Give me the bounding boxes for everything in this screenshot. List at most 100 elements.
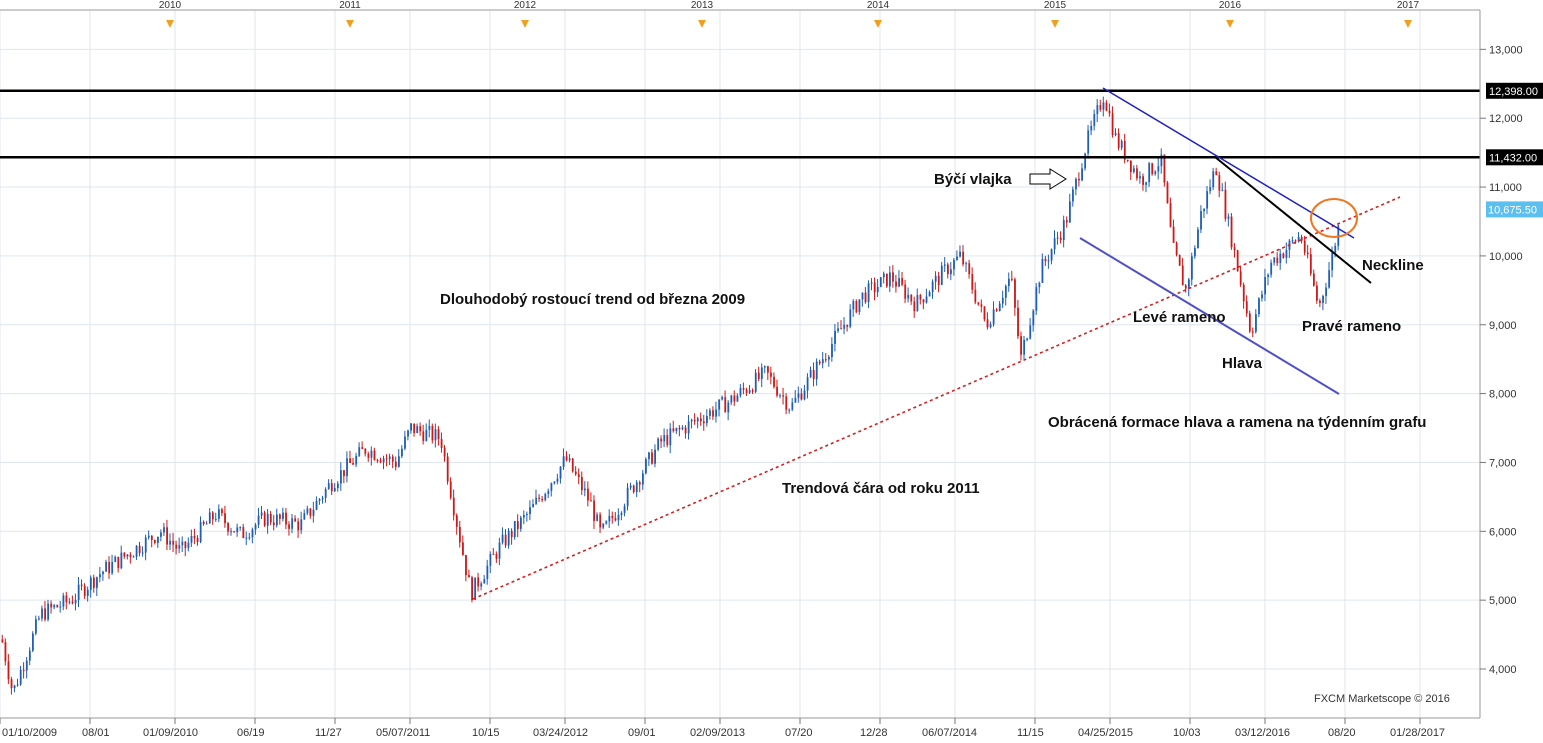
- candle-body-319: [974, 289, 977, 303]
- candle-body-290: [886, 273, 888, 287]
- candle-body-143: [437, 429, 440, 440]
- candle-body-85: [260, 512, 263, 516]
- candle-body-286: [873, 282, 876, 293]
- candle-body-430: [1313, 273, 1315, 286]
- candle-body-324: [989, 324, 992, 328]
- candle-body-201: [614, 518, 617, 521]
- candle-body-333: [1017, 307, 1019, 337]
- candle-body-177: [541, 498, 544, 501]
- candle-body-172: [526, 514, 528, 516]
- candle-body-418: [1276, 257, 1279, 264]
- candle-body-55: [169, 540, 172, 545]
- candle-body-411: [1255, 314, 1257, 332]
- candle-body-280: [855, 301, 858, 313]
- candle-body-253: [773, 376, 775, 387]
- year-label-4: 2014: [867, 0, 890, 11]
- candle-body-370: [1130, 160, 1132, 172]
- candle-body-414: [1264, 277, 1266, 295]
- candle-body-188: [574, 471, 577, 475]
- candle-body-118: [361, 447, 364, 449]
- candle-body-285: [870, 282, 873, 284]
- candle-body-43: [132, 556, 135, 558]
- candle-body-166: [507, 530, 510, 546]
- candle-body-17: [53, 605, 56, 608]
- candle-body-337: [1029, 325, 1032, 339]
- candle-body-395: [1206, 191, 1209, 209]
- candle-body-66: [202, 521, 205, 525]
- candle-body-73: [224, 513, 226, 524]
- candle-body-23: [71, 601, 74, 604]
- label-neckline: Neckline: [1362, 257, 1424, 274]
- candle-body-378: [1154, 171, 1157, 175]
- candle-body-372: [1136, 168, 1138, 179]
- candle-body-282: [861, 292, 864, 300]
- candle-body-399: [1218, 175, 1221, 191]
- candle-body-276: [843, 324, 846, 329]
- candle-body-106: [324, 489, 327, 498]
- candle-body-59: [181, 541, 184, 546]
- candle-body-381: [1163, 154, 1166, 183]
- candle-body-37: [114, 556, 117, 562]
- candle-body-250: [764, 366, 766, 368]
- candle-body-396: [1209, 187, 1212, 192]
- candle-body-72: [221, 509, 223, 514]
- candle-body-41: [126, 554, 129, 557]
- candle-body-283: [864, 292, 867, 303]
- candle-body-240: [733, 395, 736, 402]
- candle-body-197: [602, 523, 605, 528]
- candle-body-325: [992, 309, 995, 325]
- x-tick-label-18: 01/28/2017: [1390, 727, 1445, 739]
- candle-body-433: [1322, 295, 1324, 303]
- candle-body-359: [1096, 105, 1099, 115]
- candle-body-200: [611, 515, 614, 519]
- candle-body-420: [1282, 253, 1285, 258]
- candle-body-291: [889, 272, 891, 287]
- candle-body-152: [465, 554, 467, 576]
- candle-body-108: [330, 483, 333, 492]
- candle-body-192: [587, 488, 589, 501]
- candle-body-13: [41, 608, 43, 619]
- candle-body-61: [187, 542, 190, 549]
- candle-body-207: [632, 485, 635, 493]
- candle-body-264: [806, 377, 809, 391]
- candle-body-91: [279, 514, 281, 519]
- year-marker-icon-2: [521, 20, 529, 28]
- candle-body-154: [471, 577, 473, 600]
- candle-body-4: [13, 685, 16, 689]
- candle-body-313: [956, 256, 958, 260]
- candle-body-388: [1184, 285, 1187, 289]
- candle-body-254: [776, 386, 778, 396]
- candle-body-164: [501, 534, 504, 543]
- candle-body-135: [413, 423, 416, 434]
- candle-body-221: [675, 427, 678, 432]
- candle-body-375: [1145, 182, 1148, 185]
- candle-body-68: [208, 512, 211, 524]
- candle-body-82: [251, 529, 254, 538]
- candle-body-100: [306, 508, 309, 514]
- candle-body-380: [1160, 154, 1163, 167]
- candle-body-19: [59, 606, 62, 608]
- candle-body-315: [962, 251, 965, 265]
- candle-body-113: [346, 458, 348, 477]
- candle-body-12: [38, 618, 40, 620]
- candle-body-312: [953, 259, 955, 270]
- year-label-7: 2017: [1397, 0, 1420, 11]
- candle-body-308: [940, 265, 943, 285]
- candle-body-162: [495, 554, 498, 559]
- candle-body-123: [376, 459, 379, 461]
- candle-body-302: [922, 299, 925, 303]
- candle-body-437: [1334, 245, 1337, 254]
- candle-body-270: [825, 359, 827, 361]
- candle-body-54: [166, 527, 168, 545]
- candle-body-424: [1294, 240, 1297, 242]
- candle-body-103: [315, 500, 318, 510]
- candle-body-397: [1212, 171, 1215, 188]
- candle-body-229: [699, 418, 702, 422]
- candle-body-141: [431, 426, 434, 441]
- candle-body-20: [62, 595, 65, 607]
- candle-body-36: [111, 561, 114, 574]
- candle-body-242: [739, 388, 742, 396]
- candle-body-435: [1328, 270, 1331, 288]
- candle-body-8: [25, 660, 28, 671]
- candle-body-40: [123, 552, 126, 557]
